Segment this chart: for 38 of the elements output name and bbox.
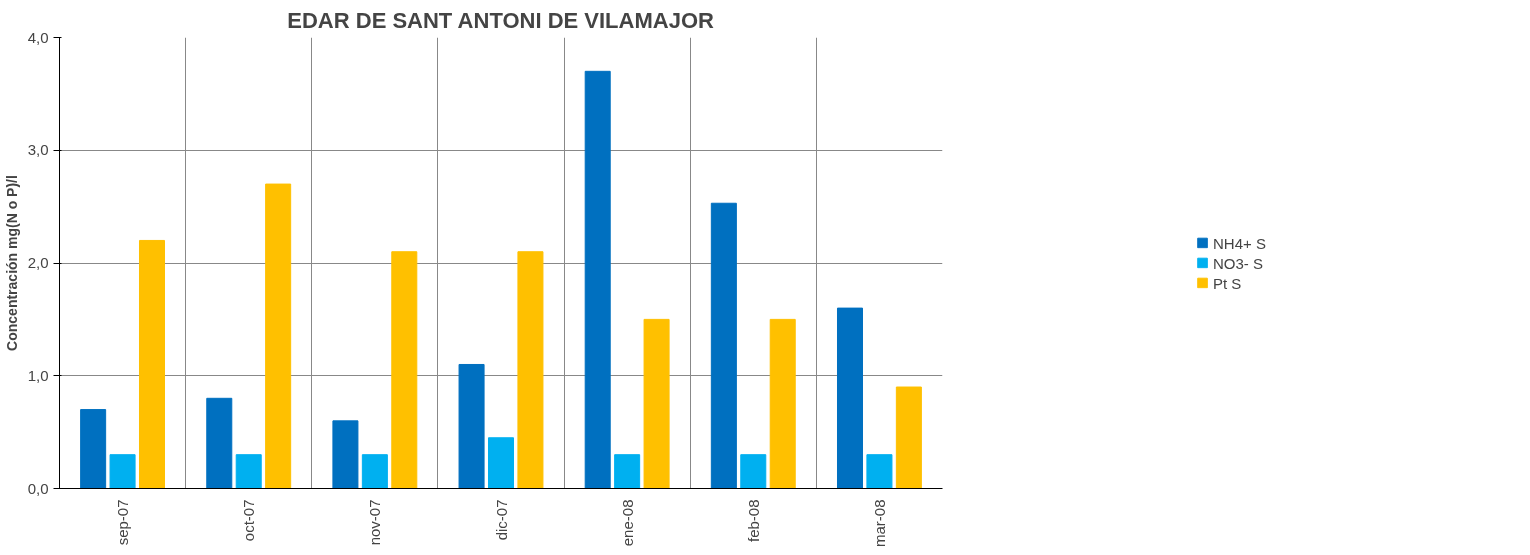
bar (109, 454, 136, 489)
bar (740, 454, 767, 489)
bar (769, 318, 796, 489)
bar (866, 454, 893, 489)
bar (710, 202, 737, 489)
bar (487, 437, 515, 489)
legend-label: NO3- S (1213, 254, 1264, 271)
legend-label: Pt S (1213, 274, 1242, 291)
bar (458, 363, 485, 489)
y-tick-label: 0,0 (27, 479, 49, 497)
y-tick-label: 3,0 (27, 141, 49, 159)
x-tick-label: ene-08 (618, 499, 636, 547)
y-tick-label: 2,0 (27, 254, 49, 271)
x-tick-label: nov-07 (366, 499, 384, 546)
y-axis-title: Concentración mg(N o P)/l (3, 175, 20, 351)
bar (265, 183, 292, 489)
bar (584, 70, 611, 489)
bar (80, 409, 107, 489)
bar (643, 318, 670, 489)
bar (614, 454, 641, 489)
y-tick-label: 4,0 (27, 28, 49, 46)
bar (361, 454, 388, 489)
bar (836, 307, 863, 489)
x-tick-label: mar-08 (870, 499, 888, 548)
bar (139, 239, 166, 489)
bar (895, 386, 922, 489)
x-tick-label: feb-08 (744, 499, 762, 543)
bar (235, 454, 262, 489)
chart-title: EDAR DE SANT ANTONI DE VILAMAJOR (287, 7, 714, 33)
bar (206, 397, 233, 489)
bar (332, 420, 359, 489)
y-tick-label: 1,0 (27, 366, 49, 384)
bar (391, 251, 418, 489)
x-tick-label: sep-07 (114, 499, 132, 546)
bar (517, 251, 544, 489)
legend-label: NH4+ S (1213, 234, 1266, 251)
x-tick-label: oct-07 (240, 499, 258, 542)
x-tick-label: dic-07 (492, 499, 510, 541)
